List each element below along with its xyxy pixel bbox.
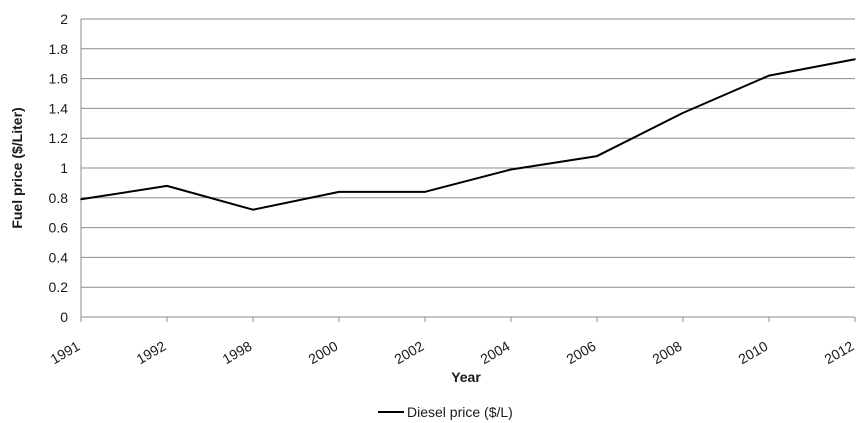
x-tick-label: 2002: [392, 338, 427, 368]
x-tick-label: 2000: [306, 338, 341, 368]
legend-label-diesel: Diesel price ($/L): [407, 404, 513, 420]
data-point: [252, 208, 254, 211]
x-tick-label: 1991: [48, 338, 83, 368]
y-tick-label: 0.6: [49, 220, 69, 236]
data-point: [596, 155, 598, 157]
x-tick-label: 2004: [478, 338, 513, 368]
x-axis-ticks: 1991 1992 1998 2000 2002 2004 2006 2008 2010 2012: [48, 317, 857, 367]
x-tick-label: 1992: [134, 338, 169, 368]
y-tick-label: 1.2: [49, 130, 69, 146]
series-layer: [80, 58, 856, 211]
y-tick-label: 1.6: [49, 71, 69, 87]
data-point: [768, 74, 770, 77]
y-tick-label: 0: [60, 309, 68, 325]
data-point: [166, 185, 168, 187]
data-point: [424, 191, 426, 193]
data-point: [338, 191, 340, 193]
series-line-diesel-price: [80, 58, 856, 211]
data-point: [80, 198, 82, 201]
y-tick-label: 1.8: [49, 41, 69, 57]
legend: Diesel price ($/L): [378, 404, 513, 420]
y-tick-label: 1.4: [49, 100, 69, 116]
x-tick-label: 2006: [564, 338, 599, 368]
x-tick-label: 2012: [822, 338, 857, 368]
y-tick-label: 1: [60, 160, 68, 176]
y-axis-title: Fuel price ($/Liter): [9, 107, 25, 228]
x-tick-label: 2010: [736, 338, 771, 368]
data-point: [682, 112, 684, 114]
x-tick-label: 2008: [650, 338, 685, 368]
x-axis-title: Year: [451, 369, 481, 385]
y-tick-label: 0.8: [49, 190, 69, 206]
y-axis-ticks: 0 0.2 0.4 0.6 0.8 1 1.2 1.4 1.6 1.8 2: [49, 11, 69, 325]
y-tick-label: 0.2: [49, 279, 69, 295]
x-tick-label: 1998: [220, 338, 255, 368]
data-point: [854, 58, 856, 61]
y-tick-label: 0.4: [49, 249, 69, 265]
y-tick-label: 2: [60, 11, 68, 27]
gridlines: [80, 18, 855, 318]
data-point: [510, 168, 512, 171]
